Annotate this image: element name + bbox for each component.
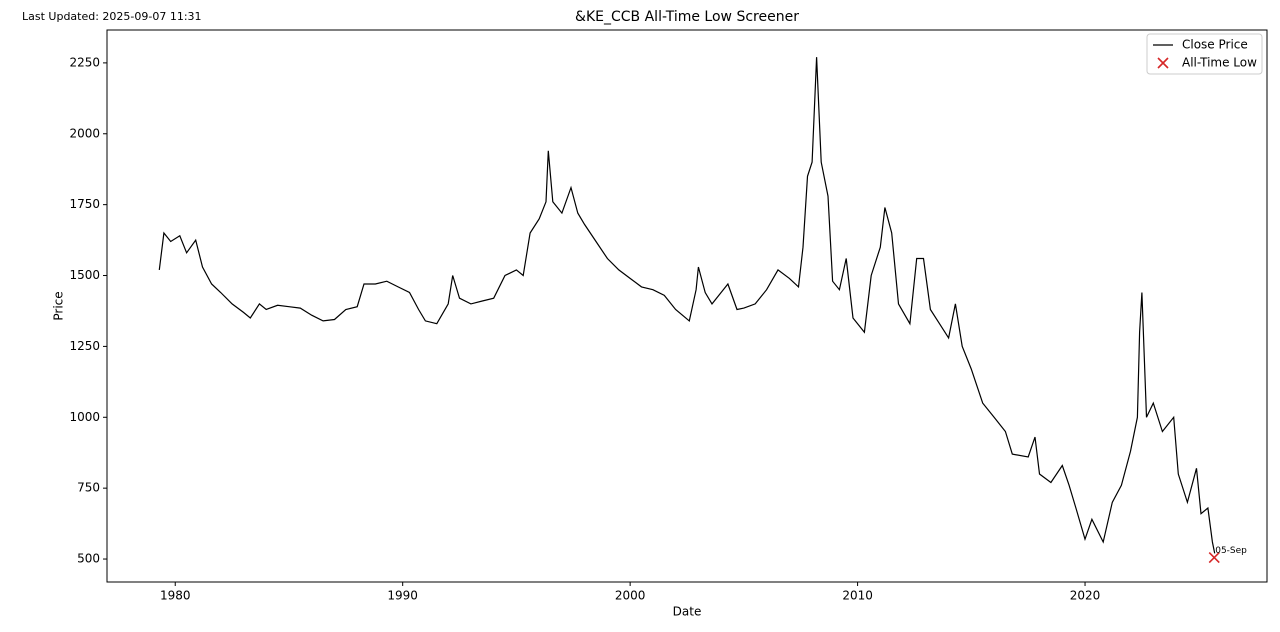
last-updated: Last Updated: 2025-09-07 11:31 — [22, 10, 202, 23]
all-time-low-marker — [1208, 552, 1220, 564]
chart-title: &KE_CCB All-Time Low Screener — [575, 9, 799, 25]
x-tick-label: 1990 — [387, 589, 418, 603]
y-tick-label: 1500 — [69, 268, 100, 282]
price-line — [158, 57, 1216, 554]
y-axis-label: Price — [52, 291, 66, 320]
x-tick-label: 1980 — [160, 589, 191, 603]
y-tick-label: 750 — [77, 481, 100, 495]
plot-frame — [106, 29, 1268, 583]
x-axis-label: Date — [673, 605, 702, 619]
x-tick-label: 2020 — [1070, 589, 1101, 603]
x-tick-label: 2000 — [615, 589, 646, 603]
y-tick-label: 1750 — [69, 197, 100, 211]
y-tick-label: 1000 — [69, 410, 100, 424]
y-tick-label: 2000 — [69, 126, 100, 140]
y-tick-label: 2250 — [69, 55, 100, 69]
legend-label: All-Time Low — [1182, 56, 1257, 70]
annotation: 05-Sep — [1215, 546, 1247, 556]
y-tick-label: 1250 — [69, 339, 100, 353]
legend-box — [1146, 33, 1263, 75]
legend-label: Close Price — [1182, 38, 1248, 52]
x-tick-label: 2010 — [842, 589, 873, 603]
legend-marker-swatch — [1157, 57, 1169, 69]
y-tick-label: 500 — [77, 552, 100, 566]
